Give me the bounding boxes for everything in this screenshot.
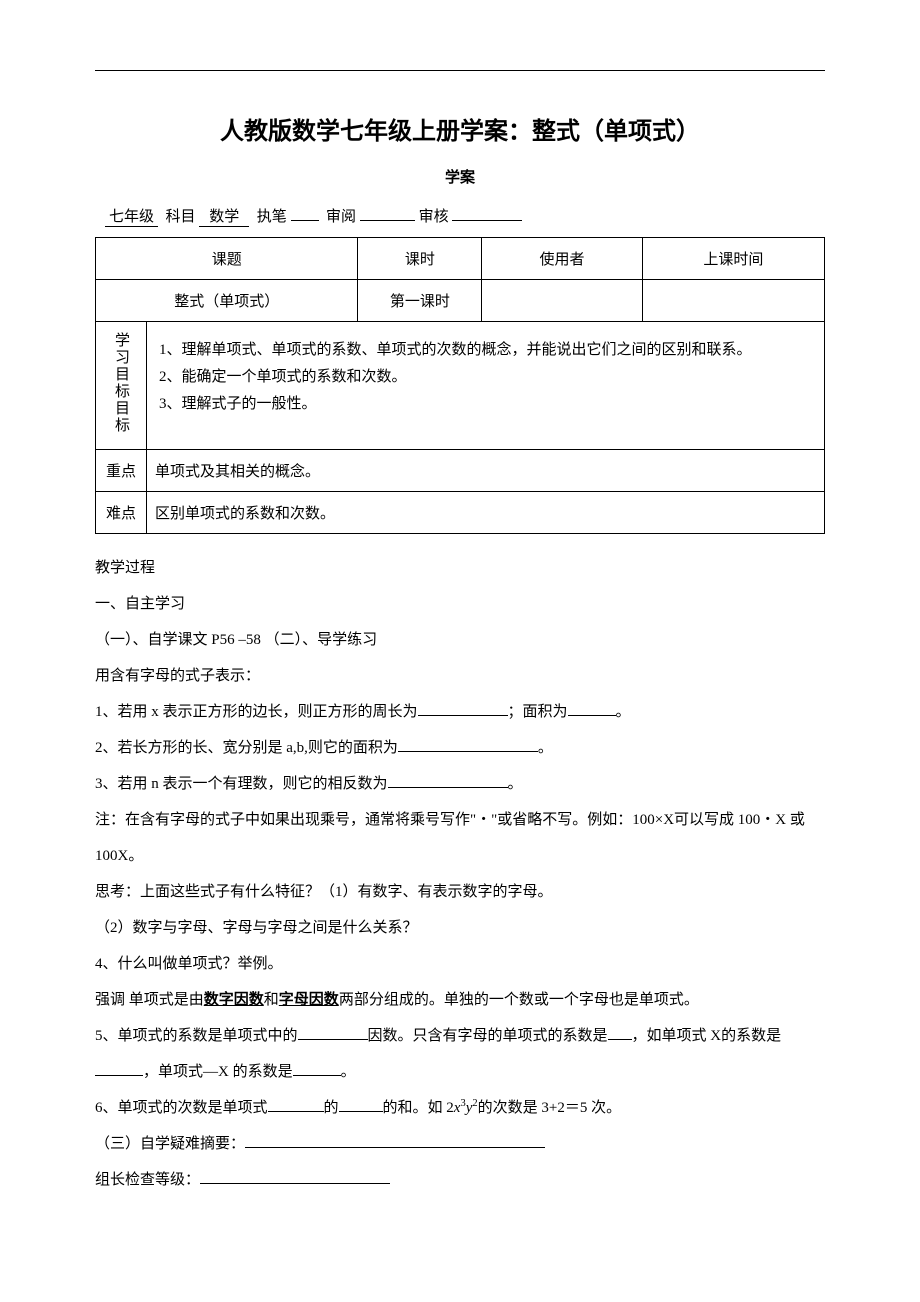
emphasis-num-factor: 数字因数 (204, 992, 264, 1008)
review-blank (360, 220, 415, 221)
table-header-row: 课题 课时 使用者 上课时间 (96, 238, 825, 280)
q6-c: 的和。如 2 (383, 1100, 454, 1116)
q2-part-a: 2、若长方形的长、宽分别是 a,b,则它的面积为 (95, 740, 398, 756)
intro-line: 用含有字母的式子表示： (95, 658, 825, 694)
q3-blank (388, 787, 508, 788)
q5-blank-4 (293, 1075, 341, 1076)
table-row: 重点 单项式及其相关的概念。 (96, 450, 825, 492)
header-period: 课时 (358, 238, 482, 280)
q6-blank-2 (339, 1111, 383, 1112)
goal-2: 2、能确定一个单项式的系数和次数。 (159, 364, 812, 391)
question-5: 5、单项式的系数是单项式中的 因数。只含有字母的单项式的系数是 ，如单项式 X的系数… (95, 1018, 825, 1090)
table-row: 难点 区别单项式的系数和次数。 (96, 492, 825, 534)
emphasis-letter-factor: 字母因数 (279, 992, 339, 1008)
q1-blank-2 (568, 715, 616, 716)
emphasis-b: 两部分组成的。单独的一个数或一个字母也是单项式。 (339, 992, 699, 1008)
time-value (642, 280, 824, 322)
emphasis-a: 强调 单项式是由 (95, 992, 204, 1008)
q2-blank (398, 751, 538, 752)
meta-line: 七年级 科目 数学 执笔 审阅 审核 (95, 205, 825, 227)
grade-value: 七年级 (105, 205, 158, 227)
q5-a: 5、单项式的系数是单项式中的 (95, 1028, 298, 1044)
question-1: 1、若用 x 表示正方形的边长，则正方形的周长为 ；面积为 。 (95, 694, 825, 730)
difficulty-value: 区别单项式的系数和次数。 (147, 492, 825, 534)
q1-part-b: ；面积为 (508, 704, 568, 720)
note-line: 注：在含有字母的式子中如果出现乘号，通常将乘号写作"・"或省略不写。例如：100… (95, 802, 825, 874)
goals-label: 学习目标目标 (109, 332, 133, 434)
topic-value: 整式（单项式） (96, 280, 358, 322)
table-row: 学习目标目标 1、理解单项式、单项式的系数、单项式的次数的概念，并能说出它们之间… (96, 322, 825, 450)
user-value (482, 280, 642, 322)
penman-label: 执笔 (257, 209, 287, 225)
leader-check: 组长检查等级： (95, 1162, 825, 1198)
q3-part-a: 3、若用 n 表示一个有理数，则它的相反数为 (95, 776, 388, 792)
lesson-table: 课题 课时 使用者 上课时间 整式（单项式） 第一课时 学习目标目标 1、理解单… (95, 237, 825, 534)
q5-blank-1 (298, 1039, 368, 1040)
document-subtitle: 学案 (95, 166, 825, 187)
keypoint-label: 重点 (96, 450, 147, 492)
question-2: 2、若长方形的长、宽分别是 a,b,则它的面积为 。 (95, 730, 825, 766)
q2-part-b: 。 (538, 740, 553, 756)
q5-blank-3 (95, 1075, 143, 1076)
document-title: 人教版数学七年级上册学案：整式（单项式） (95, 111, 825, 146)
difficulty-label: 难点 (96, 492, 147, 534)
question-3: 3、若用 n 表示一个有理数，则它的相反数为 。 (95, 766, 825, 802)
q6-b: 的 (324, 1100, 339, 1116)
penman-blank (291, 220, 319, 221)
header-user: 使用者 (482, 238, 642, 280)
goals-cell: 1、理解单项式、单项式的系数、单项式的次数的概念，并能说出它们之间的区别和联系。… (147, 322, 825, 450)
q6-blank-1 (268, 1111, 324, 1112)
question-4: 4、什么叫做单项式？举例。 (95, 946, 825, 982)
top-rule (95, 70, 825, 71)
header-topic: 课题 (96, 238, 358, 280)
question-6: 6、单项式的次数是单项式的的和。如 2x3y2的次数是 3+2＝5 次。 (95, 1090, 825, 1126)
q5-blank-2 (608, 1039, 632, 1040)
leader-blank (200, 1183, 390, 1184)
body-content: 教学过程 一、自主学习 （一）、自学课文 P56 –58 （二）、导学练习 用含… (95, 550, 825, 1198)
period-value: 第一课时 (358, 280, 482, 322)
check-label: 审核 (419, 209, 449, 225)
goal-1: 1、理解单项式、单项式的系数、单项式的次数的概念，并能说出它们之间的区别和联系。 (159, 337, 812, 364)
q6-a: 6、单项式的次数是单项式 (95, 1100, 268, 1116)
q1-part-c: 。 (616, 704, 631, 720)
q5-d: ，单项式—X 的系数是 (143, 1064, 293, 1080)
table-row: 整式（单项式） 第一课时 (96, 280, 825, 322)
emphasis-line: 强调 单项式是由数字因数和字母因数两部分组成的。单独的一个数或一个字母也是单项式… (95, 982, 825, 1018)
section-1-1: （一）、自学课文 P56 –58 （二）、导学练习 (95, 622, 825, 658)
sec1-3-label: （三）自学疑难摘要： (95, 1136, 245, 1152)
process-heading: 教学过程 (95, 550, 825, 586)
section-1-3: （三）自学疑难摘要： (95, 1126, 825, 1162)
subject-label: 科目 (166, 209, 196, 225)
q5-e: 。 (341, 1064, 356, 1080)
goal-spacer (159, 418, 812, 434)
q6-d: 的次数是 3+2＝5 次。 (478, 1100, 621, 1116)
q5-b: 因数。只含有字母的单项式的系数是 (368, 1028, 608, 1044)
q1-blank-1 (418, 715, 508, 716)
check-blank (452, 220, 522, 221)
review-label: 审阅 (326, 209, 356, 225)
section-1: 一、自主学习 (95, 586, 825, 622)
emphasis-and: 和 (264, 992, 279, 1008)
q5-c: ，如单项式 X的系数是 (632, 1028, 782, 1044)
subject-value: 数学 (199, 205, 249, 227)
leader-label: 组长检查等级： (95, 1172, 200, 1188)
keypoint-value: 单项式及其相关的概念。 (147, 450, 825, 492)
think-line-1: 思考：上面这些式子有什么特征？（1）有数字、有表示数字的字母。 (95, 874, 825, 910)
goal-3: 3、理解式子的一般性。 (159, 391, 812, 418)
header-class-time: 上课时间 (642, 238, 824, 280)
sec1-3-blank (245, 1147, 545, 1148)
think-line-2: （2）数字与字母、字母与字母之间是什么关系？ (95, 910, 825, 946)
q3-part-b: 。 (508, 776, 523, 792)
q1-part-a: 1、若用 x 表示正方形的边长，则正方形的周长为 (95, 704, 418, 720)
